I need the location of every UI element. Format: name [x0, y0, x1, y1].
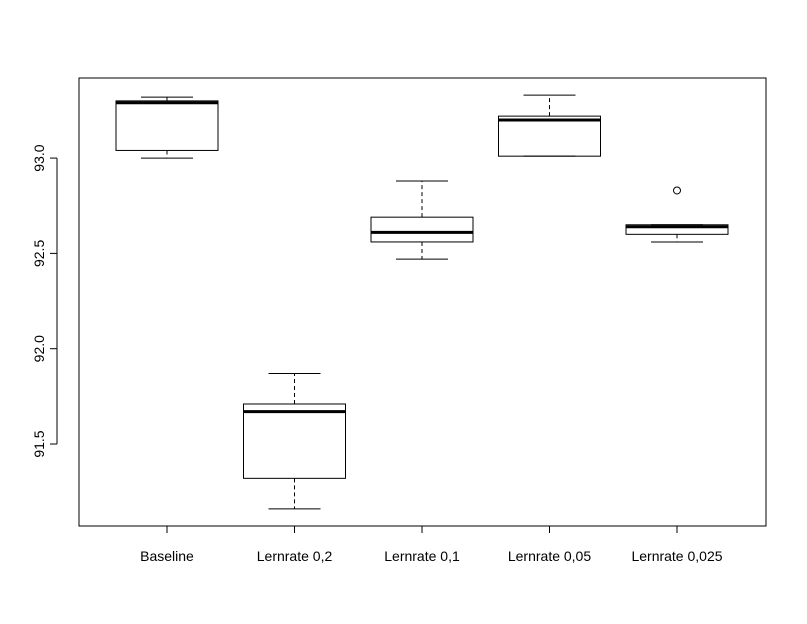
plot-frame [78, 77, 767, 527]
y-tick-label: 91.5 [31, 430, 47, 457]
x-tick-label: Lernrate 0,05 [508, 548, 591, 564]
x-tick-label: Baseline [140, 548, 194, 564]
box-3 [370, 180, 474, 260]
box-rect [115, 100, 219, 151]
box-5 [625, 186, 729, 243]
y-tick-label: 92.0 [31, 335, 47, 362]
x-tick-label: Lernrate 0,025 [631, 548, 722, 564]
box-4 [498, 94, 601, 157]
box-rect [243, 403, 346, 479]
x-tick-label: Lernrate 0,2 [257, 548, 333, 564]
box-rect [498, 115, 601, 157]
y-tick-label: 93.0 [31, 144, 47, 171]
y-tick-label: 92.5 [31, 240, 47, 267]
box-rect [625, 224, 729, 235]
outlier-point [673, 186, 681, 195]
box-2 [243, 372, 346, 510]
box-1 [115, 96, 219, 159]
x-axis: Baseline Lernrate 0,2 Lernrate 0,1 Lernrate… [140, 525, 723, 564]
y-axis: 91.5 92.0 92.5 93.0 [31, 144, 58, 458]
boxes [115, 94, 729, 510]
x-tick-label: Lernrate 0,1 [384, 548, 460, 564]
box-rect [370, 216, 474, 243]
